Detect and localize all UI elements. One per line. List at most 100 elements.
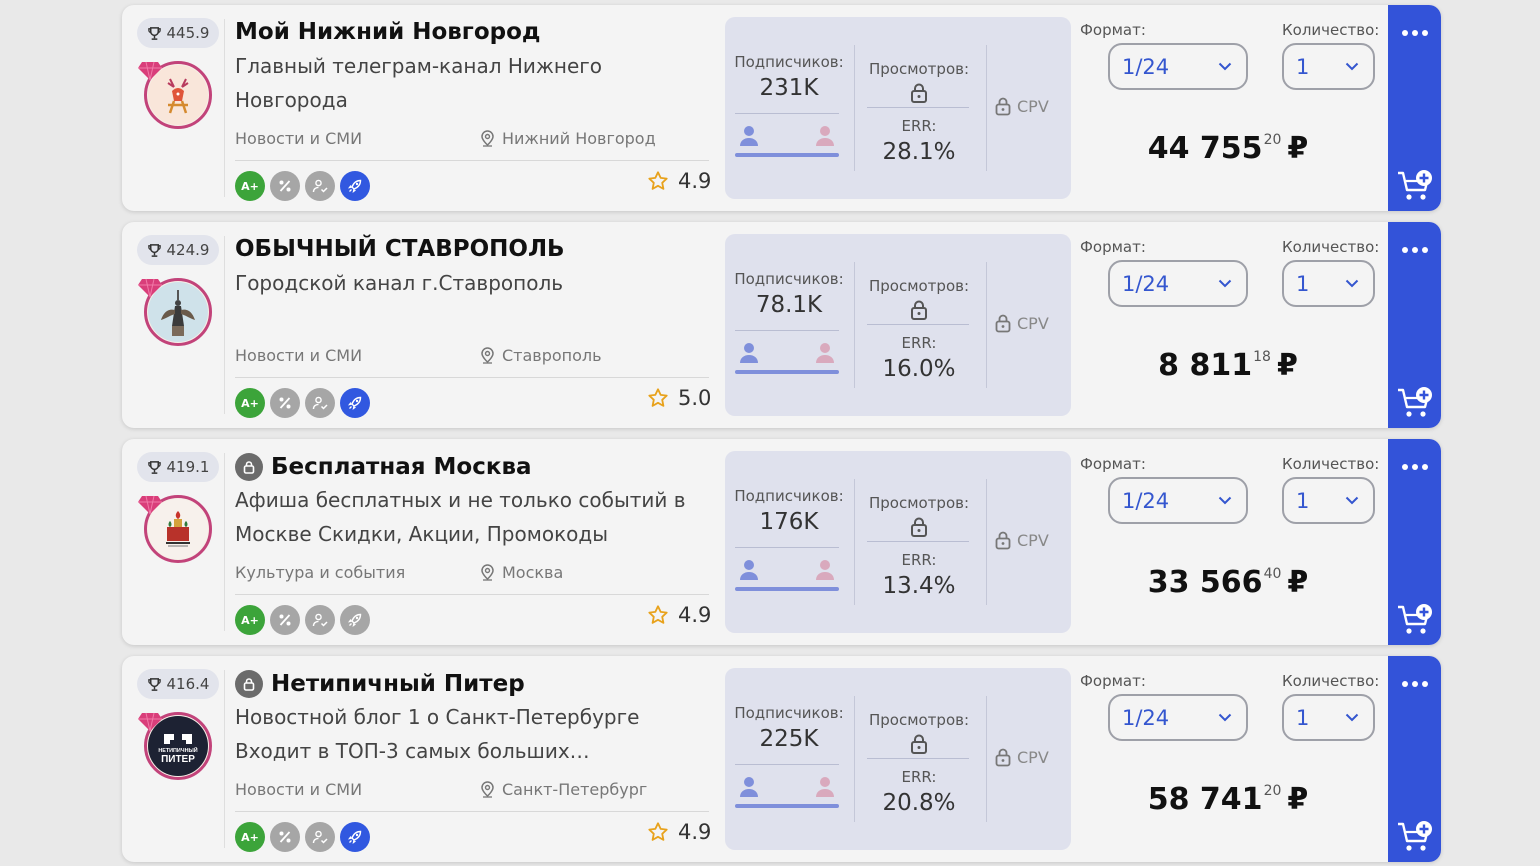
user-check-icon[interactable] <box>305 171 335 201</box>
quantity-select[interactable]: 1 <box>1282 43 1375 90</box>
percent-icon[interactable] <box>270 388 300 418</box>
channel-title[interactable]: Бесплатная Москва <box>271 454 532 480</box>
add-to-cart-icon[interactable] <box>1397 169 1433 203</box>
channel-stars[interactable]: 4.9 <box>647 169 711 193</box>
format-select[interactable]: 1/24 <box>1108 694 1248 741</box>
female-audience-icon <box>816 126 834 146</box>
price: 58 74120 ₽ <box>1147 782 1309 817</box>
rocket-icon[interactable] <box>340 605 370 635</box>
lock-icon <box>995 314 1011 333</box>
more-options-icon[interactable] <box>1388 674 1441 694</box>
quantity-select[interactable]: 1 <box>1282 477 1375 524</box>
subscribers-value: 176K <box>759 509 819 535</box>
channel-city: Москва <box>480 563 563 582</box>
channel-avatar[interactable] <box>144 61 212 129</box>
rocket-icon[interactable] <box>340 388 370 418</box>
location-pin-icon <box>481 130 494 147</box>
male-audience-icon <box>740 560 758 580</box>
gender-ratio-bar <box>735 370 839 374</box>
gender-ratio-bar <box>735 153 839 157</box>
svg-text:ПИТЕР: ПИТЕР <box>161 754 195 765</box>
trophy-icon <box>147 243 161 257</box>
channel-title[interactable]: Мой Нижний Новгород <box>235 19 541 45</box>
rating-pill: 419.1 <box>137 452 219 482</box>
price: 33 56640 ₽ <box>1147 565 1309 600</box>
rocket-icon[interactable] <box>340 171 370 201</box>
channel-stars[interactable]: 5.0 <box>647 386 711 410</box>
stats-panel: Подписчиков: 78.1K Просмотров: ERR: 16.0… <box>725 234 1071 416</box>
chevron-down-icon <box>1218 496 1232 505</box>
user-check-icon[interactable] <box>305 605 335 635</box>
more-options-icon[interactable] <box>1388 240 1441 260</box>
add-to-cart-icon[interactable] <box>1397 820 1433 854</box>
channel-stars[interactable]: 4.9 <box>647 820 711 844</box>
quality-badge[interactable]: A+ <box>235 605 265 635</box>
channel-avatar[interactable]: НЕТИПИЧНЫЙ ПИТЕР <box>144 712 212 780</box>
cpv-locked: CPV <box>995 314 1049 333</box>
subscribers-value: 78.1K <box>755 292 823 318</box>
lock-icon <box>995 97 1011 116</box>
star-icon <box>648 605 668 624</box>
rating-value: 416.4 <box>166 675 210 693</box>
err-value: 13.4% <box>882 573 956 599</box>
diamond-icon <box>138 495 162 515</box>
err-value: 20.8% <box>882 790 956 816</box>
chevron-down-icon <box>1345 713 1359 722</box>
channel-description: Городской канал г.Ставрополь <box>235 271 564 295</box>
cpv-locked: CPV <box>995 97 1049 116</box>
percent-icon[interactable] <box>270 171 300 201</box>
channel-city: Ставрополь <box>480 346 602 365</box>
quality-badge[interactable]: A+ <box>235 171 265 201</box>
price: 44 75520 ₽ <box>1147 131 1309 166</box>
stats-panel: Подписчиков: 231K Просмотров: ERR: 28.1%… <box>725 17 1071 199</box>
channel-stars[interactable]: 4.9 <box>647 603 711 627</box>
chevron-down-icon <box>1345 496 1359 505</box>
rocket-icon[interactable] <box>340 822 370 852</box>
lock-icon <box>995 531 1011 550</box>
subscribers-value: 225K <box>759 726 819 752</box>
female-audience-icon <box>816 777 834 797</box>
channel-category: Культура и события <box>235 563 406 582</box>
channel-avatar-wrap[interactable] <box>138 495 214 565</box>
diamond-icon <box>138 61 162 81</box>
more-options-icon[interactable] <box>1388 23 1441 43</box>
quantity-select[interactable]: 1 <box>1282 694 1375 741</box>
more-options-icon[interactable] <box>1388 457 1441 477</box>
chevron-down-icon <box>1345 62 1359 71</box>
trophy-icon <box>147 677 161 691</box>
male-audience-icon <box>740 126 758 146</box>
chevron-down-icon <box>1218 62 1232 71</box>
channel-card-3: 419.1 Бесплатная Москва Афиша бесплатных… <box>122 439 1441 645</box>
quality-badge[interactable]: A+ <box>235 822 265 852</box>
format-select[interactable]: 1/24 <box>1108 477 1248 524</box>
channel-card-2: 424.9 ОБЫЧНЫЙ СТАВРОПОЛЬ Городской канал… <box>122 222 1441 428</box>
channel-city: Санкт-Петербург <box>480 780 647 799</box>
user-check-icon[interactable] <box>305 388 335 418</box>
private-lock-icon <box>235 670 263 698</box>
channel-badges: A+ <box>235 605 370 635</box>
add-to-cart-icon[interactable] <box>1397 603 1433 637</box>
percent-icon[interactable] <box>270 605 300 635</box>
user-check-icon[interactable] <box>305 822 335 852</box>
channel-avatar-wrap[interactable] <box>138 278 214 348</box>
action-column <box>1388 222 1441 428</box>
channel-avatar-wrap[interactable] <box>138 61 214 131</box>
channel-category: Новости и СМИ <box>235 129 363 148</box>
action-column <box>1388 5 1441 211</box>
err-value: 28.1% <box>882 139 956 165</box>
quality-badge[interactable]: A+ <box>235 388 265 418</box>
channel-avatar-wrap[interactable]: НЕТИПИЧНЫЙ ПИТЕР <box>138 712 214 782</box>
chevron-down-icon <box>1218 279 1232 288</box>
channel-description: Главный телеграм-канал Нижнего Новгорода <box>235 54 603 112</box>
channel-title[interactable]: ОБЫЧНЫЙ СТАВРОПОЛЬ <box>235 236 565 262</box>
add-to-cart-icon[interactable] <box>1397 386 1433 420</box>
percent-icon[interactable] <box>270 822 300 852</box>
format-select[interactable]: 1/24 <box>1108 43 1248 90</box>
action-column <box>1388 439 1441 645</box>
channel-title[interactable]: Нетипичный Питер <box>271 671 525 697</box>
channel-city: Нижний Новгород <box>480 129 656 148</box>
channel-avatar[interactable] <box>144 495 212 563</box>
quantity-select[interactable]: 1 <box>1282 260 1375 307</box>
cpv-locked: CPV <box>995 748 1049 767</box>
format-select[interactable]: 1/24 <box>1108 260 1248 307</box>
